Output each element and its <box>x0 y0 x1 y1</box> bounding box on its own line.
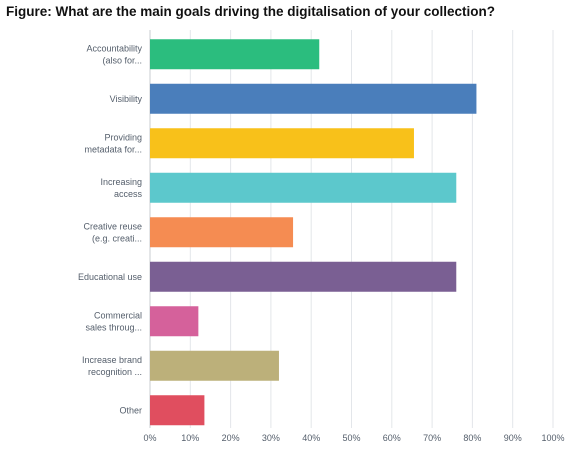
x-tick-label: 40% <box>302 433 320 443</box>
bar <box>150 261 457 292</box>
x-tick-label: 30% <box>262 433 280 443</box>
x-axis-tick-labels: 0% 10% 20% 30% 40% 50% 60% 70% 80% 90% 100% <box>143 433 564 443</box>
category-label: Other <box>119 405 142 415</box>
bar <box>150 172 457 203</box>
bar <box>150 350 279 381</box>
figure-title: Figure: What are the main goals driving … <box>6 4 496 19</box>
category-label: Increase brand recognition ... <box>82 355 142 377</box>
bar <box>150 39 320 70</box>
bar <box>150 217 294 248</box>
category-labels: Accountability (also for... Visibility Prov… <box>78 43 143 415</box>
x-tick-label: 20% <box>222 433 240 443</box>
x-tick-label: 70% <box>423 433 441 443</box>
category-label: Accountability (also for... <box>86 43 142 65</box>
x-tick-label: 60% <box>383 433 401 443</box>
x-tick-label: 80% <box>463 433 481 443</box>
bar <box>150 395 205 426</box>
bars <box>150 39 477 426</box>
bar <box>150 83 477 114</box>
category-label: Creative reuse (e.g. creati... <box>83 221 142 243</box>
category-label: Increasing access <box>100 177 142 199</box>
category-label: Visibility <box>110 94 143 104</box>
category-label: Providing metadata for... <box>84 132 142 154</box>
category-label: Commercial sales throug... <box>85 310 142 332</box>
bar <box>150 128 414 159</box>
bar <box>150 306 199 337</box>
x-tick-label: 90% <box>504 433 522 443</box>
x-tick-label: 0% <box>143 433 156 443</box>
category-label: Educational use <box>78 272 142 282</box>
x-tick-label: 50% <box>342 433 360 443</box>
x-tick-label: 10% <box>181 433 199 443</box>
x-tick-label: 100% <box>541 433 564 443</box>
